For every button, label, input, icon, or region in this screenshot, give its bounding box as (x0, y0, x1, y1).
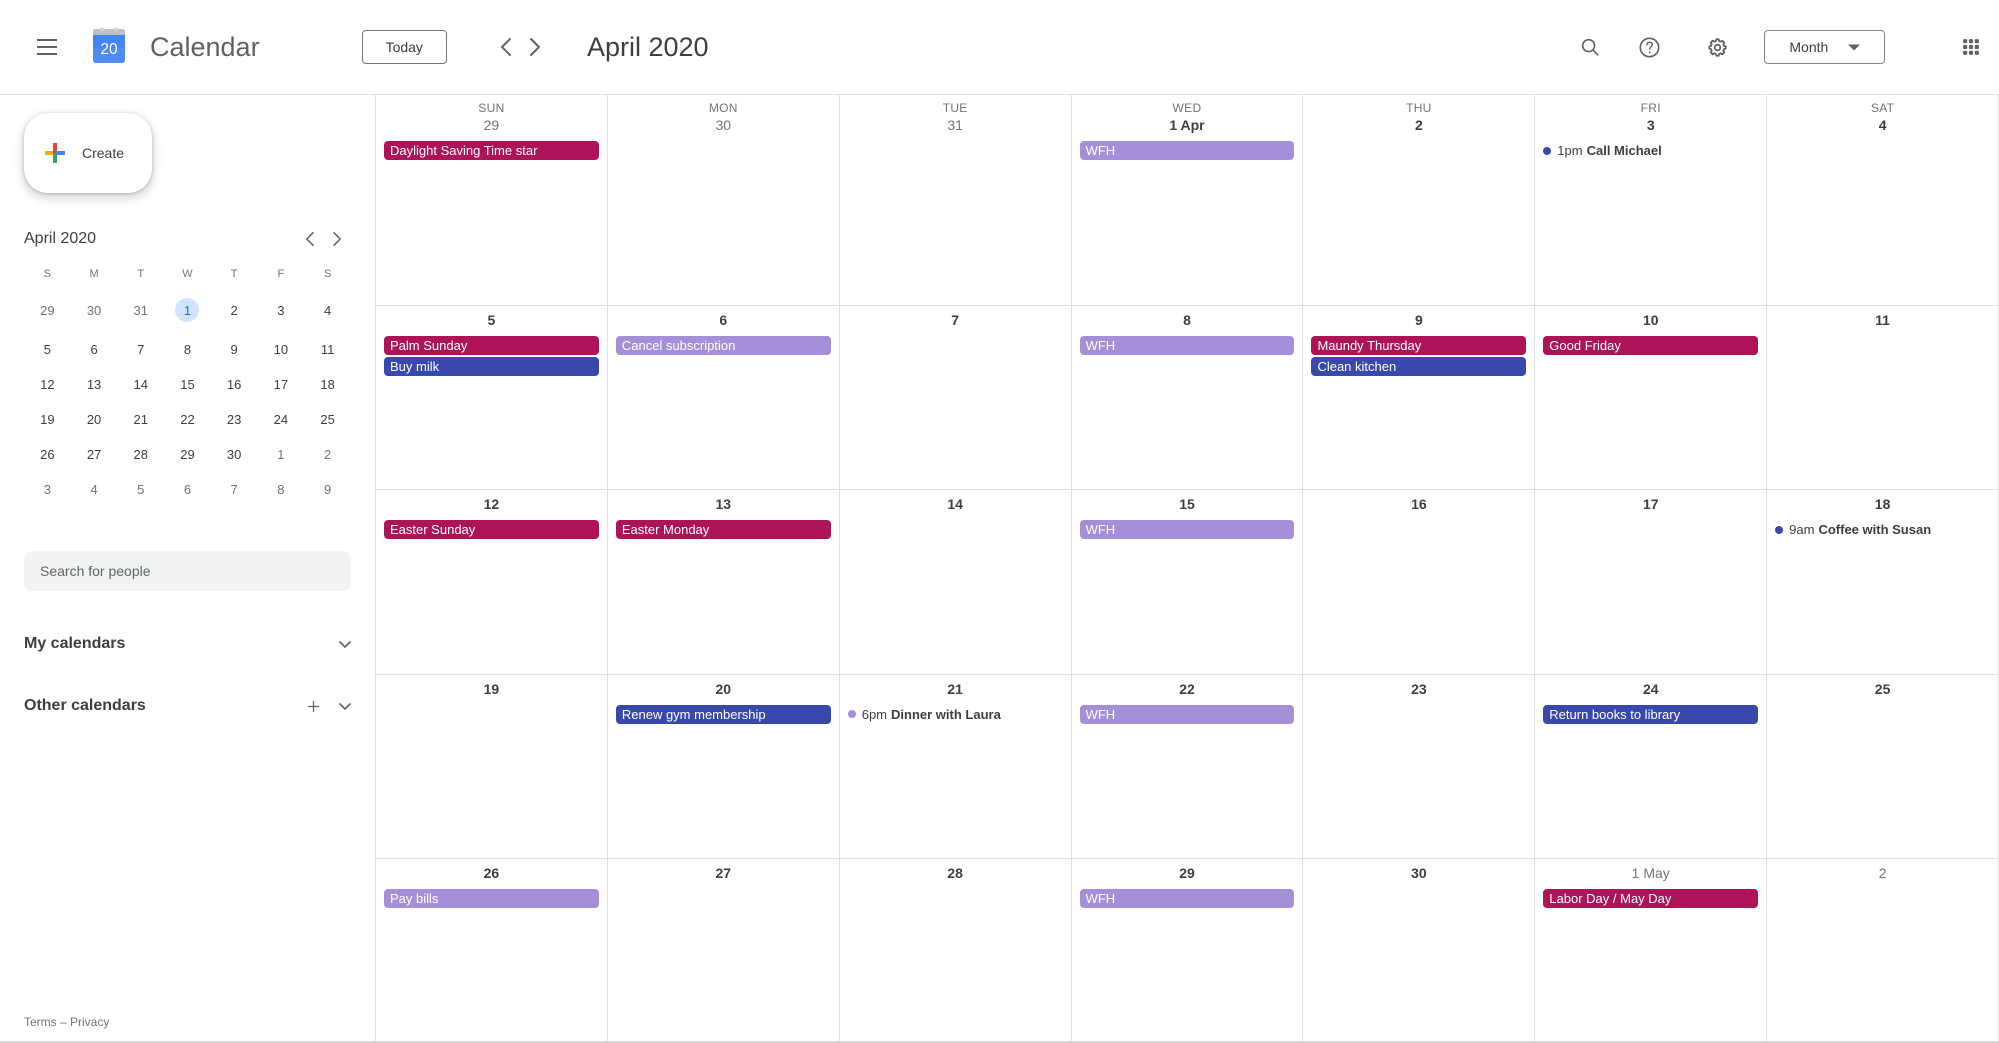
svg-text:20: 20 (100, 41, 118, 58)
